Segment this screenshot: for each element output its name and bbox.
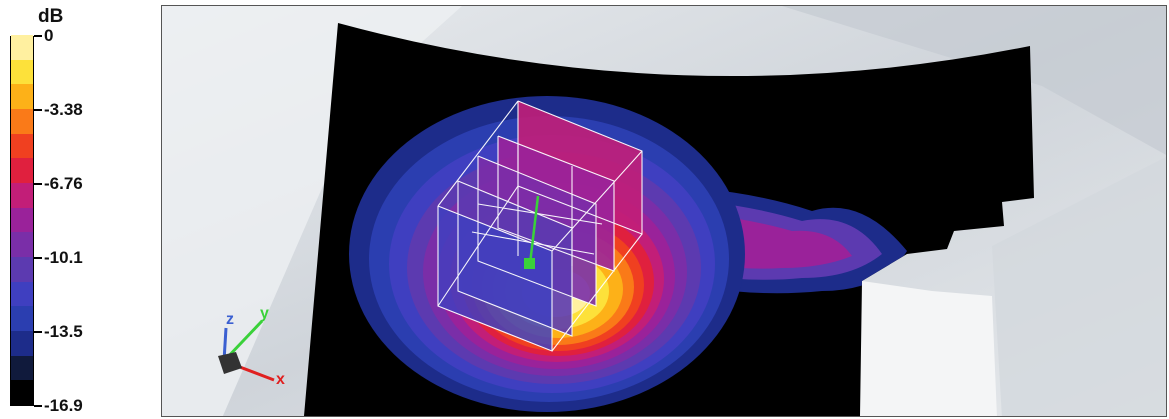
colorbar-segment bbox=[11, 34, 33, 60]
colorbar-tick bbox=[34, 257, 42, 259]
colorbar-segment bbox=[11, 256, 33, 282]
background-surface bbox=[992, 157, 1166, 416]
colorbar-segment bbox=[11, 157, 33, 183]
colorbar-segment bbox=[11, 83, 33, 109]
colorbar-tick bbox=[34, 331, 42, 333]
3d-scene: x y z bbox=[162, 6, 1166, 416]
colorbar-tick-label: -3.38 bbox=[44, 100, 83, 119]
axes-triad: x y z bbox=[218, 305, 285, 388]
colorbar-legend: dB 0 -3.38 -6.76 -10.1 -13.5 -16.9 bbox=[0, 0, 150, 419]
colorbar-segment bbox=[11, 281, 33, 307]
sensor-edge bbox=[457, 180, 573, 337]
colorbar-tick-label: 0 bbox=[44, 26, 54, 45]
colorbar-tick bbox=[34, 35, 42, 37]
axis-y-label: y bbox=[260, 305, 269, 322]
colorbar-segment bbox=[11, 108, 33, 134]
sensor-wireframe bbox=[437, 100, 643, 352]
colorbar-tick bbox=[34, 405, 42, 407]
colorbar-segment bbox=[11, 133, 33, 159]
sensor-panel bbox=[438, 206, 552, 351]
colorbar bbox=[10, 34, 34, 406]
colorbar-segment bbox=[11, 305, 33, 331]
probe-point bbox=[524, 258, 535, 269]
3d-field-viewport[interactable]: x y z bbox=[161, 5, 1167, 417]
sensor-edge bbox=[437, 100, 519, 207]
colorbar-tick-label: -10.1 bbox=[44, 248, 83, 267]
sensor-edge bbox=[551, 150, 643, 252]
colorbar-segment bbox=[11, 231, 33, 257]
colorbar-segment bbox=[11, 330, 33, 356]
colorbar-segment bbox=[11, 182, 33, 208]
colorbar-tick bbox=[34, 183, 42, 185]
background-surface bbox=[162, 6, 462, 416]
sensor-edge bbox=[437, 185, 519, 307]
colorbar-tick-label: -16.9 bbox=[44, 396, 83, 415]
axis-z-label: z bbox=[226, 311, 234, 328]
probe-stem bbox=[528, 195, 540, 265]
colorbar-unit-label: dB bbox=[38, 6, 64, 27]
colorbar-segment bbox=[11, 379, 33, 405]
colorbar-segment bbox=[11, 355, 33, 381]
axis-triad-base bbox=[218, 352, 242, 374]
colorbar-segment bbox=[11, 59, 33, 85]
sensor-box bbox=[437, 100, 643, 352]
sensor-edge bbox=[477, 203, 603, 225]
colorbar-segment bbox=[11, 207, 33, 233]
sensor-edge bbox=[477, 155, 597, 307]
background-surface bbox=[860, 281, 997, 416]
axis-x-label: x bbox=[276, 371, 285, 388]
colorbar-tick bbox=[34, 109, 42, 111]
sensor-edge bbox=[551, 233, 643, 352]
background-surface bbox=[782, 6, 1166, 155]
colorbar-tick-label: -13.5 bbox=[44, 322, 83, 341]
colorbar-tick-label: -6.76 bbox=[44, 174, 83, 193]
